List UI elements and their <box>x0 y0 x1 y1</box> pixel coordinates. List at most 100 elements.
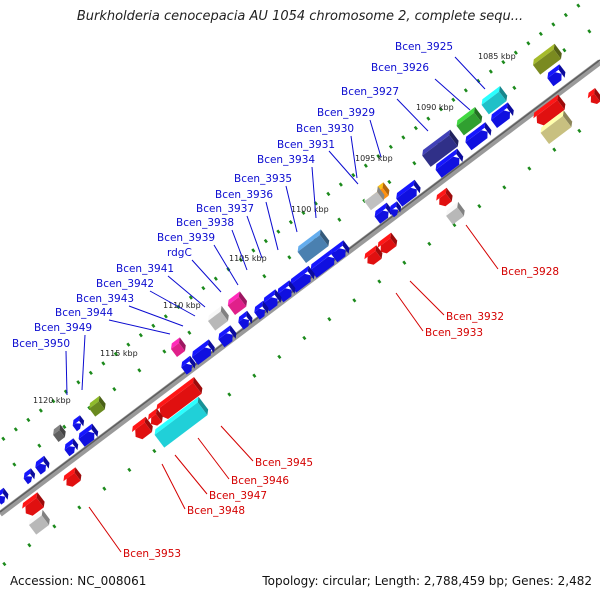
gene-glyph-top <box>227 291 240 306</box>
gene-label-bcen-3950[interactable]: Bcen_3950 <box>12 338 70 350</box>
gene-label-bcen-3953[interactable]: Bcen_3953 <box>123 548 181 560</box>
outer-tick-row <box>1 3 581 441</box>
inner-tick-row <box>2 128 582 567</box>
tick-mark <box>337 217 342 222</box>
gene-glyph <box>533 94 566 126</box>
gene-glyph <box>181 355 196 375</box>
leader-line <box>108 319 171 335</box>
gene-glyph-top <box>35 455 45 468</box>
gene-label-bcen-3933[interactable]: Bcen_3933 <box>425 327 483 339</box>
gene-glyph <box>465 122 492 151</box>
gene-glyph-body <box>89 401 105 417</box>
gene-glyph-side <box>413 179 421 194</box>
tick-mark <box>413 125 418 131</box>
gene-label-bcen-3926[interactable]: Bcen_3926 <box>371 62 429 74</box>
gene-glyph <box>170 337 186 358</box>
leader-line <box>161 463 186 510</box>
gene-glyph-side <box>375 245 383 259</box>
gene-glyph-side <box>474 106 483 123</box>
tick-mark <box>338 182 343 187</box>
leader-line <box>396 98 429 132</box>
tick-mark <box>277 354 282 360</box>
gene-glyph <box>132 416 153 440</box>
gene-label-bcen-3938[interactable]: Bcen_3938 <box>176 217 234 229</box>
leader-line <box>65 350 68 396</box>
gene-label-bcen-3947[interactable]: Bcen_3947 <box>209 490 267 502</box>
map-title: Burkholderia cenocepacia AU 1054 chromos… <box>76 9 524 24</box>
gene-glyph-body <box>25 497 44 516</box>
gene-label-bcen-3937[interactable]: Bcen_3937 <box>196 203 254 215</box>
tick-mark <box>438 107 443 112</box>
gene-label-bcen-3949[interactable]: Bcen_3949 <box>34 322 92 334</box>
gene-label-bcen-3925[interactable]: Bcen_3925 <box>395 41 453 53</box>
gene-glyph-top <box>297 229 321 252</box>
kbp-marker: 1115 kbp <box>100 349 138 358</box>
gene-glyph-top <box>396 179 415 199</box>
gene-glyph-side <box>558 64 566 78</box>
gene-label-bcen-3928[interactable]: Bcen_3928 <box>501 266 559 278</box>
gene-glyph <box>22 492 45 516</box>
gene-label-bcen-3939[interactable]: Bcen_3939 <box>157 232 215 244</box>
leader-line <box>409 280 445 316</box>
gene-glyph <box>156 376 203 420</box>
tick-mark <box>252 373 257 378</box>
gene-glyph-side <box>449 129 459 147</box>
gene-label-bcen-3929[interactable]: Bcen_3929 <box>317 107 375 119</box>
gene-glyph-top <box>218 325 231 340</box>
gene-glyph-side <box>30 468 36 480</box>
gene-glyph-body <box>290 273 311 293</box>
gene-label-bcen-3945[interactable]: Bcen_3945 <box>255 457 313 469</box>
gene-glyph-side <box>506 102 514 116</box>
tick-mark <box>563 12 568 18</box>
gene-glyph-body <box>29 515 49 535</box>
tick-mark <box>351 172 356 178</box>
gene-label-bcen-3944[interactable]: Bcen_3944 <box>55 307 113 319</box>
gene-glyph-side <box>2 487 9 500</box>
gene-label-bcen-3936[interactable]: Bcen_3936 <box>215 189 273 201</box>
leader-line <box>220 425 254 462</box>
gene-label-bcen-3935[interactable]: Bcen_3935 <box>234 173 292 185</box>
gene-glyph-top <box>63 467 76 482</box>
gene-glyph-body <box>465 130 488 151</box>
gene-label-bcen-3930[interactable]: Bcen_3930 <box>296 123 354 135</box>
gene-label-bcen-3932[interactable]: Bcen_3932 <box>446 311 504 323</box>
gene-label-bcen-3934[interactable]: Bcen_3934 <box>257 154 315 166</box>
gene-glyph-side <box>396 201 402 213</box>
gene-glyph-body <box>254 308 265 320</box>
gene-glyph-body <box>446 207 464 225</box>
gene-glyph-body <box>374 210 389 224</box>
leader-line <box>174 454 208 495</box>
gene-glyph <box>446 201 465 225</box>
gene-glyph-top <box>481 85 500 105</box>
gene-label-bcen-3946[interactable]: Bcen_3946 <box>231 475 289 487</box>
gene-glyph-top <box>192 339 209 358</box>
tick-mark <box>576 3 581 8</box>
gene-label-bcen-3927[interactable]: Bcen_3927 <box>341 86 399 98</box>
gene-label-bcen-3941[interactable]: Bcen_3941 <box>116 263 174 275</box>
tick-mark <box>376 154 381 159</box>
tick-mark <box>38 408 43 413</box>
gene-glyph-top <box>22 492 38 509</box>
gene-glyph-top <box>422 129 451 156</box>
gene-label-bcen-3931[interactable]: Bcen_3931 <box>277 139 335 151</box>
tick-mark <box>377 279 382 284</box>
gene-glyph-top <box>64 438 74 450</box>
gene-glyph-top <box>547 64 560 79</box>
gene-glyph <box>364 245 383 265</box>
gene-label-bcen-3942[interactable]: Bcen_3942 <box>96 278 154 290</box>
gene-label-bcen-3943[interactable]: Bcen_3943 <box>76 293 134 305</box>
tick-mark <box>227 392 232 397</box>
tick-mark <box>263 238 268 244</box>
gene-glyph-top <box>154 396 199 435</box>
gene-glyph-body <box>533 49 561 75</box>
gene-label-rdgc[interactable]: rdgC <box>167 247 192 259</box>
gene-glyph <box>389 201 402 218</box>
gene-glyph-body <box>439 193 452 207</box>
gene-glyph <box>218 325 237 348</box>
gene-glyph-body <box>208 311 228 331</box>
gene-glyph-body <box>380 238 397 254</box>
gene-label-bcen-3948[interactable]: Bcen_3948 <box>187 505 245 517</box>
gene-glyph-side <box>562 110 573 128</box>
tick-mark <box>463 88 468 93</box>
